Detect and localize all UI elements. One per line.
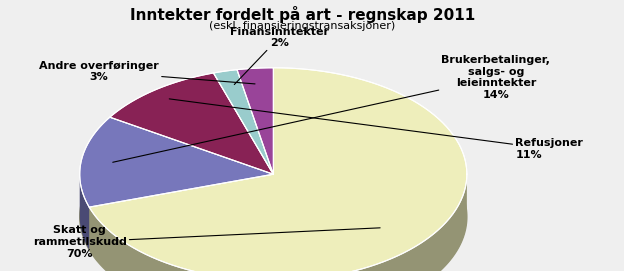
Text: Finansinntekter
2%: Finansinntekter 2% xyxy=(230,27,329,85)
Polygon shape xyxy=(80,110,467,271)
Polygon shape xyxy=(80,174,89,250)
Polygon shape xyxy=(237,68,273,174)
Text: Brukerbetalinger,
salgs- og
leieinntekter
14%: Brukerbetalinger, salgs- og leieinntekte… xyxy=(113,55,550,162)
Polygon shape xyxy=(80,117,273,207)
Text: Refusjoner
11%: Refusjoner 11% xyxy=(169,99,583,160)
Polygon shape xyxy=(110,73,273,174)
Polygon shape xyxy=(89,174,467,271)
Text: Andre overføringer
3%: Andre overføringer 3% xyxy=(39,61,255,84)
Polygon shape xyxy=(213,70,273,174)
Text: (eskl. finansieringstransaksjoner): (eskl. finansieringstransaksjoner) xyxy=(209,21,396,31)
Polygon shape xyxy=(89,68,467,271)
Text: Inntekter fordelt på art - regnskap 2011: Inntekter fordelt på art - regnskap 2011 xyxy=(130,6,475,23)
Text: Skatt og
rammetilskudd
70%: Skatt og rammetilskudd 70% xyxy=(33,225,380,259)
